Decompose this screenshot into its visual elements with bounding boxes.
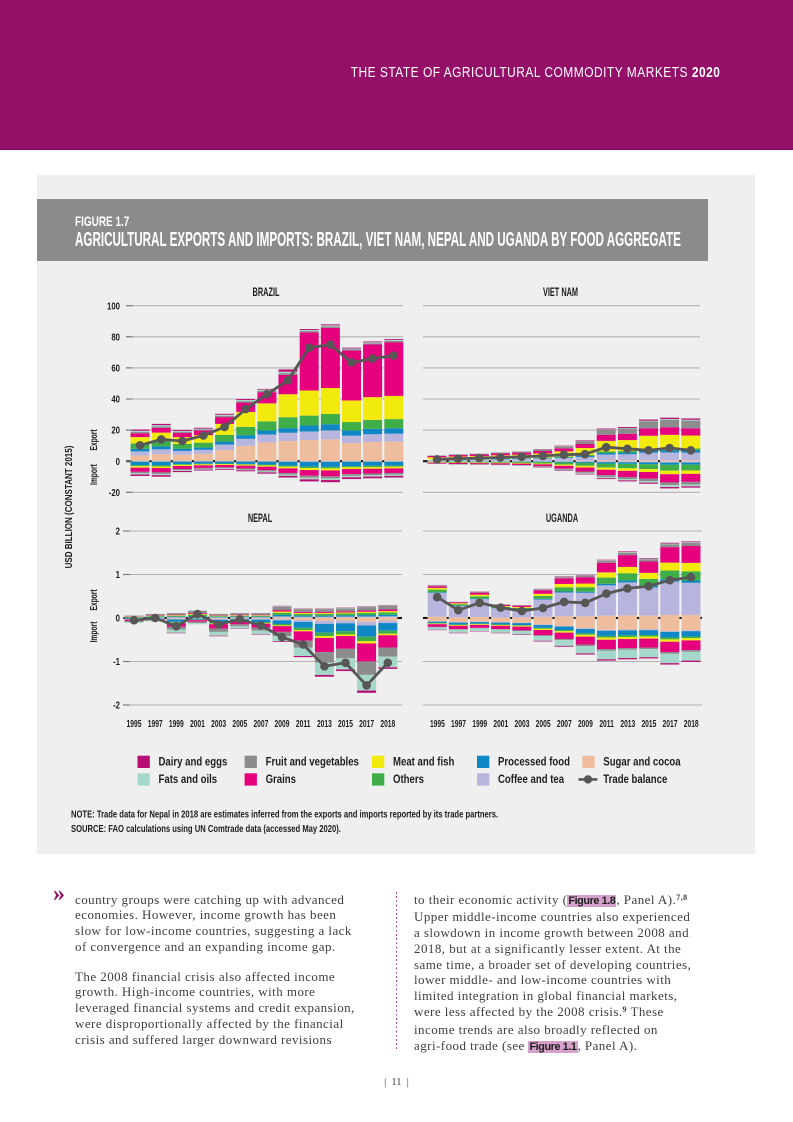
svg-text:AGRICULTURAL EXPORTS AND IMPOR: AGRICULTURAL EXPORTS AND IMPORTS: BRAZIL…	[75, 228, 681, 251]
svg-text:60: 60	[111, 362, 120, 373]
svg-text:80: 80	[111, 331, 120, 342]
svg-text:VIET NAM: VIET NAM	[543, 286, 578, 299]
svg-text:100: 100	[107, 300, 120, 311]
svg-text:-20: -20	[109, 487, 120, 498]
svg-text:2005: 2005	[536, 717, 551, 729]
svg-text:1999: 1999	[472, 717, 487, 729]
svg-text:2015: 2015	[338, 717, 353, 729]
svg-text:Processed food: Processed food	[498, 756, 570, 769]
svg-text:Coffee and tea: Coffee and tea	[498, 773, 565, 786]
svg-text:Sugar and cocoa: Sugar and cocoa	[603, 756, 681, 769]
svg-text:Import: Import	[87, 464, 99, 485]
svg-text:Fats and oils: Fats and oils	[159, 773, 218, 786]
svg-text:2013: 2013	[317, 717, 332, 729]
svg-text:2009: 2009	[275, 717, 290, 729]
svg-text:Import: Import	[87, 622, 99, 643]
svg-text:Trade balance: Trade balance	[603, 773, 667, 786]
svg-text:1995: 1995	[127, 717, 142, 729]
svg-text:40: 40	[111, 394, 120, 405]
svg-text:2009: 2009	[578, 717, 593, 729]
svg-text:2017: 2017	[663, 717, 678, 729]
svg-text:SOURCE: FAO calculations using: SOURCE: FAO calculations using UN Comtra…	[71, 823, 341, 834]
svg-text:Grains: Grains	[266, 773, 296, 786]
svg-text:Meat and fish: Meat and fish	[393, 756, 454, 769]
svg-text:0: 0	[116, 456, 120, 467]
svg-text:2015: 2015	[641, 717, 656, 729]
svg-text:0: 0	[116, 613, 120, 624]
svg-text:1: 1	[116, 569, 120, 580]
svg-text:2001: 2001	[190, 717, 205, 729]
svg-text:FIGURE 1.7: FIGURE 1.7	[75, 213, 130, 229]
svg-text:2003: 2003	[211, 717, 226, 729]
svg-text:2018: 2018	[684, 717, 699, 729]
svg-text:Dairy and eggs: Dairy and eggs	[159, 756, 228, 769]
svg-text:2001: 2001	[493, 717, 508, 729]
svg-text:2013: 2013	[620, 717, 635, 729]
svg-text:NOTE: Trade data for Nepal in: NOTE: Trade data for Nepal in 2018 are e…	[71, 809, 498, 820]
svg-text:-1: -1	[113, 656, 120, 667]
svg-text:Fruit and vegetables: Fruit and vegetables	[266, 756, 359, 769]
svg-text:1995: 1995	[430, 717, 445, 729]
svg-text:1997: 1997	[148, 717, 163, 729]
svg-text:Export: Export	[87, 429, 99, 450]
svg-text:1999: 1999	[169, 717, 184, 729]
svg-text:NEPAL: NEPAL	[248, 512, 272, 525]
svg-text:Export: Export	[87, 589, 99, 610]
svg-text:-2: -2	[113, 700, 120, 711]
svg-text:2007: 2007	[253, 717, 268, 729]
svg-text:UGANDA: UGANDA	[546, 512, 578, 525]
svg-text:2003: 2003	[515, 717, 530, 729]
svg-text:2018: 2018	[380, 717, 395, 729]
svg-text:1997: 1997	[451, 717, 466, 729]
svg-text:BRAZIL: BRAZIL	[253, 286, 280, 299]
svg-text:2011: 2011	[599, 717, 614, 729]
svg-text:2: 2	[116, 526, 120, 537]
svg-text:20: 20	[111, 425, 120, 436]
svg-text:2007: 2007	[557, 717, 572, 729]
svg-text:2005: 2005	[232, 717, 247, 729]
svg-text:2011: 2011	[296, 717, 311, 729]
svg-text:2017: 2017	[359, 717, 374, 729]
svg-text:USD BILLION (CONSTANT 2015): USD BILLION (CONSTANT 2015)	[63, 446, 74, 569]
svg-text:Others: Others	[393, 773, 424, 786]
